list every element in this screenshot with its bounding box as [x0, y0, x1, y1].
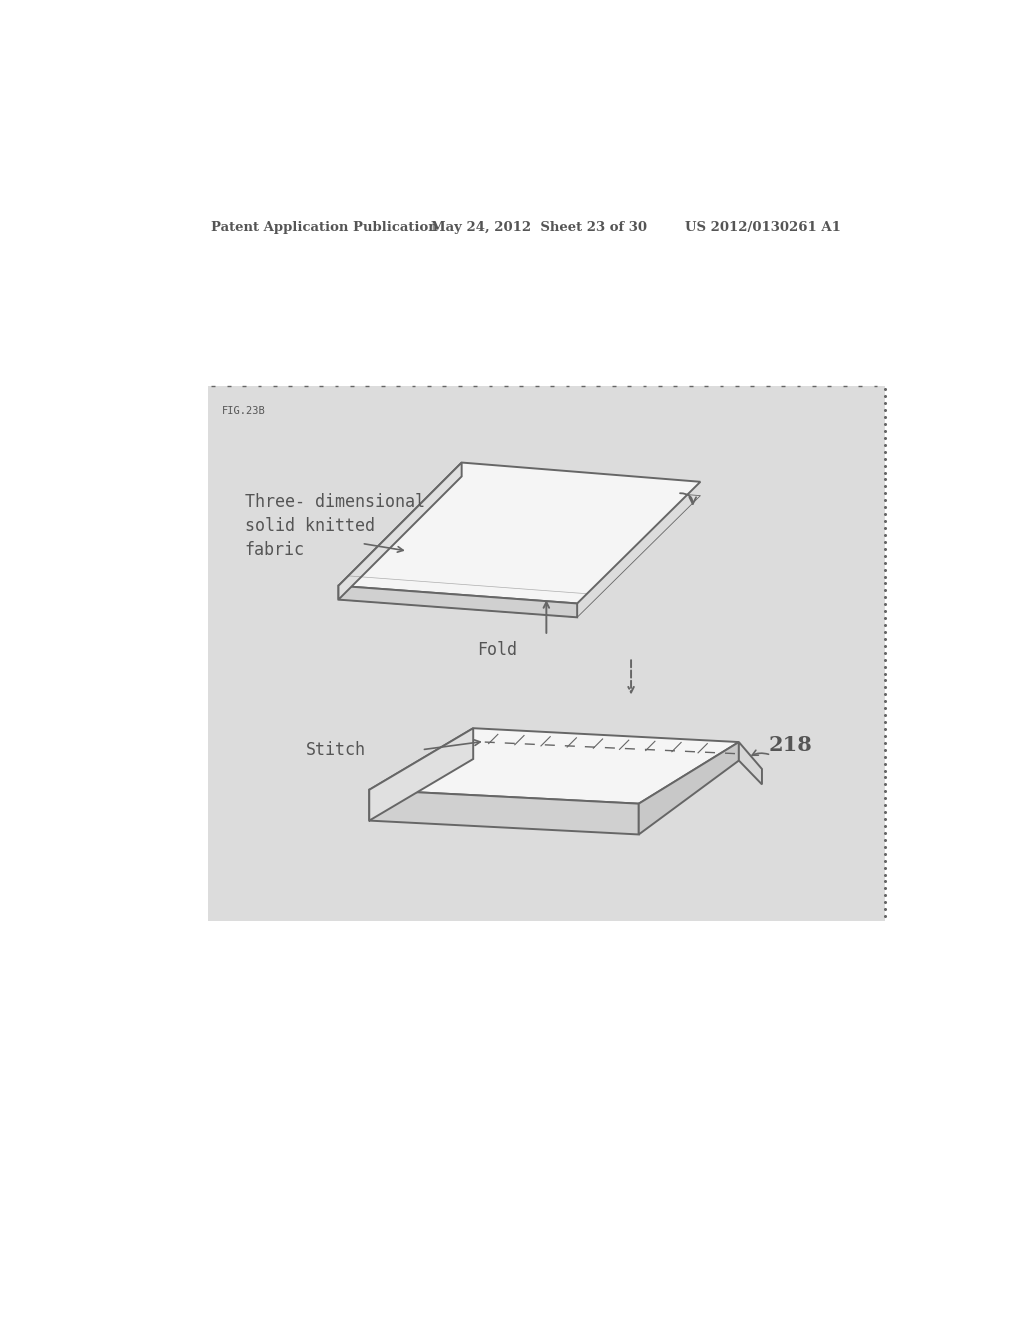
Text: Fold: Fold	[477, 640, 517, 659]
Polygon shape	[339, 586, 578, 618]
Text: Stitch: Stitch	[306, 741, 367, 759]
FancyArrowPatch shape	[680, 494, 696, 504]
Polygon shape	[339, 462, 700, 603]
Polygon shape	[370, 729, 739, 804]
Text: US 2012/0130261 A1: US 2012/0130261 A1	[685, 222, 841, 234]
Text: FIG.23B: FIG.23B	[221, 407, 265, 416]
Polygon shape	[739, 742, 762, 784]
Polygon shape	[639, 742, 739, 834]
Text: Three- dimensional
solid knitted
fabric: Three- dimensional solid knitted fabric	[245, 494, 425, 558]
Text: Patent Application Publication: Patent Application Publication	[211, 222, 438, 234]
Bar	[208, 385, 885, 921]
Polygon shape	[370, 789, 639, 834]
Text: May 24, 2012  Sheet 23 of 30: May 24, 2012 Sheet 23 of 30	[431, 222, 647, 234]
Polygon shape	[339, 462, 462, 599]
Polygon shape	[370, 729, 473, 821]
Text: 218: 218	[768, 735, 812, 755]
